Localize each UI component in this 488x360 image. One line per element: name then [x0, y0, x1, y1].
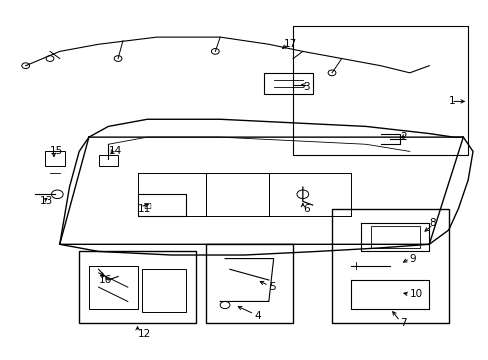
Text: 15: 15 — [50, 147, 63, 157]
Text: 1: 1 — [448, 96, 454, 107]
Text: 6: 6 — [302, 203, 309, 213]
Bar — [99, 155, 118, 166]
Text: □: □ — [143, 201, 151, 210]
Text: 10: 10 — [409, 289, 422, 299]
Text: 9: 9 — [409, 253, 416, 264]
Text: 13: 13 — [40, 197, 53, 206]
Text: 3: 3 — [302, 82, 309, 92]
Bar — [79, 251, 196, 323]
Text: 17: 17 — [283, 39, 296, 49]
Bar — [370, 226, 419, 248]
Text: 5: 5 — [268, 282, 275, 292]
Text: 2: 2 — [399, 132, 406, 142]
Text: 8: 8 — [428, 218, 435, 228]
Bar — [331, 208, 448, 323]
Bar — [45, 152, 64, 166]
Text: 14: 14 — [108, 147, 122, 157]
Bar — [142, 269, 186, 312]
Text: 16: 16 — [99, 275, 112, 285]
Text: 12: 12 — [137, 329, 150, 339]
Text: 4: 4 — [254, 311, 260, 321]
Text: 7: 7 — [399, 318, 406, 328]
Bar — [205, 244, 292, 323]
Text: 11: 11 — [137, 203, 150, 213]
Bar — [292, 26, 467, 155]
